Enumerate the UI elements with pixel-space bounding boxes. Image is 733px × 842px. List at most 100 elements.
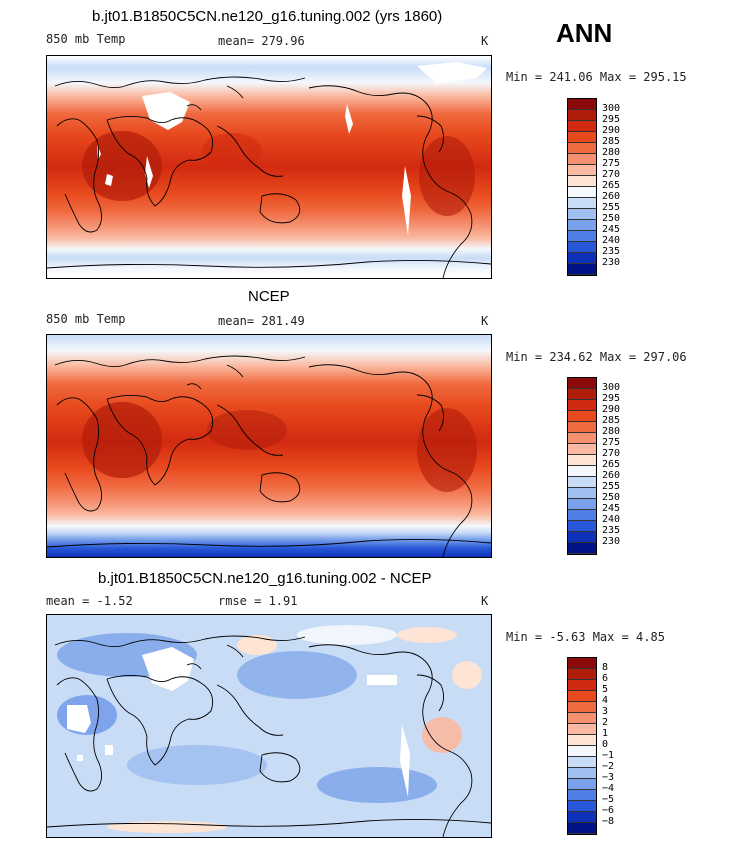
panel3-colorbar-swatch xyxy=(568,790,596,801)
panel2-colorbar-tick-label: 285 xyxy=(602,415,621,426)
panel3-colorbar-tick-label: 3 xyxy=(602,706,609,717)
panel2-colorbar-swatch xyxy=(568,477,596,488)
panel3-unit: K xyxy=(481,594,489,608)
panel1-colorbar-swatch xyxy=(568,242,596,253)
panel1-colorbar-tick-label: 275 xyxy=(602,158,621,169)
panel1-colorbar-tick-label: 240 xyxy=(602,235,621,246)
panel3-map xyxy=(46,614,492,838)
panel3-colorbar-swatch xyxy=(568,691,596,702)
panel2-colorbar-swatch xyxy=(568,411,596,422)
panel3-colorbar-swatch xyxy=(568,768,596,779)
panel2-colorbar-swatch xyxy=(568,532,596,543)
panel2-colorbar-tick-label: 235 xyxy=(602,525,621,536)
panel1-colorbar-swatch xyxy=(568,220,596,231)
panel3-colorbar-swatch xyxy=(568,735,596,746)
panel1-colorbar-tick-label: 270 xyxy=(602,169,621,180)
panel1-title: b.jt01.B1850C5CN.ne120_g16.tuning.002 (y… xyxy=(92,8,443,25)
panel1-colorbar-swatch xyxy=(568,154,596,165)
panel3-colorbar-swatch xyxy=(568,680,596,691)
panel1-mean: mean= 279.96 xyxy=(218,34,305,48)
panel1-colorbar-tick-label: 295 xyxy=(602,114,621,125)
panel2-colorbar-swatch xyxy=(568,455,596,466)
panel3-colorbar-swatch xyxy=(568,757,596,768)
panel3-colorbar-tick-label: −8 xyxy=(602,816,615,827)
panel1-colorbar-swatch xyxy=(568,231,596,242)
panel3-title: b.jt01.B1850C5CN.ne120_g16.tuning.002 - … xyxy=(98,570,432,587)
panel3-colorbar-tick-label: 2 xyxy=(602,717,609,728)
panel1-colorbar-tick-label: 235 xyxy=(602,246,621,257)
panel1-minmax: Min = 241.06 Max = 295.15 xyxy=(506,70,687,84)
panel3-colorbar-tick-label: 8 xyxy=(602,662,609,673)
panel3-colorbar-swatch xyxy=(568,658,596,669)
panel1-colorbar-tick-label: 260 xyxy=(602,191,621,202)
panel3-colorbar-tick-label: −2 xyxy=(602,761,615,772)
panel1-colorbar-tick-label: 245 xyxy=(602,224,621,235)
panel2-colorbar-swatch xyxy=(568,400,596,411)
panel1-colorbar-swatch xyxy=(568,165,596,176)
panel1-colorbar-tick-label: 280 xyxy=(602,147,621,158)
panel3-colorbar-tick-label: −1 xyxy=(602,750,615,761)
panel3-colorbar-swatch xyxy=(568,724,596,735)
panel1-colorbar-tick-label: 250 xyxy=(602,213,621,224)
panel3-colorbar-tick-label: −5 xyxy=(602,794,615,805)
panel2-colorbar-swatch xyxy=(568,466,596,477)
panel2-colorbar-tick-label: 295 xyxy=(602,393,621,404)
panel1-colorbar-tick-label: 255 xyxy=(602,202,621,213)
panel1-colorbar-swatch xyxy=(568,99,596,110)
panel3-colorbar-swatch xyxy=(568,713,596,724)
panel2-colorbar-swatch xyxy=(568,543,596,554)
panel1-colorbar-tick-label: 300 xyxy=(602,103,621,114)
panel3-colorbar-swatch xyxy=(568,702,596,713)
panel2-colorbar-tick-label: 255 xyxy=(602,481,621,492)
panel2-colorbar-tick-label: 300 xyxy=(602,382,621,393)
panel3-mean: mean = -1.52 xyxy=(46,594,133,608)
panel3-colorbar-tick-label: −4 xyxy=(602,783,615,794)
panel3-colorbar-tick-label: −3 xyxy=(602,772,615,783)
panel1-map xyxy=(46,55,492,279)
panel2-colorbar-swatch xyxy=(568,433,596,444)
panel3-colorbar-swatch xyxy=(568,669,596,680)
season-label: ANN xyxy=(556,18,613,48)
panel1-unit: K xyxy=(481,34,489,48)
panel2-colorbar-swatch xyxy=(568,422,596,433)
panel1-colorbar-swatch xyxy=(568,132,596,143)
panel2-title: NCEP xyxy=(248,288,290,305)
panel3-colorbar-tick-label: 6 xyxy=(602,673,609,684)
panel3-minmax: Min = -5.63 Max = 4.85 xyxy=(506,630,665,644)
panel3-colorbar-swatch xyxy=(568,801,596,812)
panel3-colorbar-swatch xyxy=(568,812,596,823)
panel1-colorbar-swatch xyxy=(568,121,596,132)
panel3-colorbar-swatch xyxy=(568,823,596,834)
panel1-variable-label: 850 mb Temp xyxy=(46,32,126,46)
panel2-colorbar xyxy=(567,377,597,555)
panel2-colorbar-tick-label: 275 xyxy=(602,437,621,448)
panel2-mean: mean= 281.49 xyxy=(218,314,305,328)
panel1-colorbar-swatch xyxy=(568,209,596,220)
panel2-colorbar-swatch xyxy=(568,499,596,510)
panel2-colorbar-swatch xyxy=(568,488,596,499)
panel2-colorbar-swatch xyxy=(568,444,596,455)
panel3-rmse: rmse = 1.91 xyxy=(218,594,298,608)
panel2-minmax: Min = 234.62 Max = 297.06 xyxy=(506,350,687,364)
panel1-colorbar-tick-label: 230 xyxy=(602,257,621,268)
panel2-colorbar-tick-label: 245 xyxy=(602,503,621,514)
panel2-colorbar-tick-label: 265 xyxy=(602,459,621,470)
panel1-colorbar xyxy=(567,98,597,276)
panel2-map xyxy=(46,334,492,558)
panel1-colorbar-swatch xyxy=(568,176,596,187)
panel1-colorbar-tick-label: 265 xyxy=(602,180,621,191)
panel2-colorbar-tick-label: 280 xyxy=(602,426,621,437)
panel1-colorbar-tick-label: 290 xyxy=(602,125,621,136)
panel1-colorbar-swatch xyxy=(568,253,596,264)
panel2-variable-label: 850 mb Temp xyxy=(46,312,126,326)
panel2-unit: K xyxy=(481,314,489,328)
panel3-colorbar-tick-label: 4 xyxy=(602,695,609,706)
panel2-colorbar-tick-label: 290 xyxy=(602,404,621,415)
panel2-colorbar-tick-label: 270 xyxy=(602,448,621,459)
panel1-colorbar-swatch xyxy=(568,110,596,121)
panel1-colorbar-swatch xyxy=(568,187,596,198)
panel2-colorbar-tick-label: 230 xyxy=(602,536,621,547)
panel1-colorbar-swatch xyxy=(568,198,596,209)
panel2-colorbar-tick-label: 260 xyxy=(602,470,621,481)
panel2-colorbar-swatch xyxy=(568,378,596,389)
